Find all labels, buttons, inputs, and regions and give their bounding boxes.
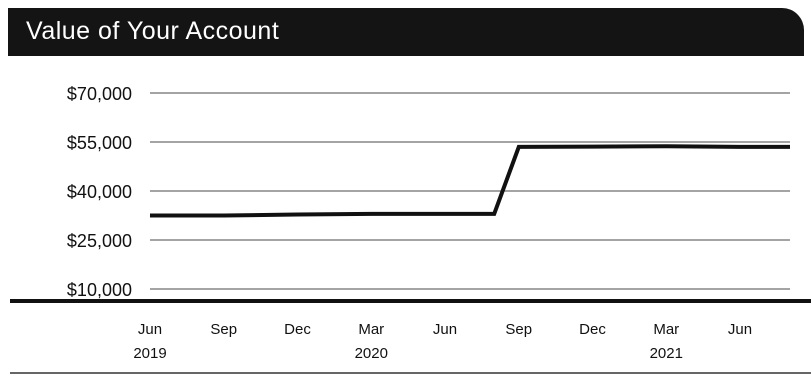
x-tick-year-label: 2020 — [355, 345, 388, 362]
x-tick-label: Sep — [210, 321, 237, 338]
grid-lines — [150, 92, 790, 290]
y-axis: $70,000 $55,000 $40,000 $25,000 $10,000 — [67, 84, 132, 300]
x-tick-label: Dec — [579, 321, 606, 338]
chart-title-bar: Value of Your Account — [8, 8, 804, 56]
x-tick-label: Mar — [358, 321, 384, 338]
x-tick-label: Mar — [653, 321, 679, 338]
x-tick-label: Jun — [728, 321, 752, 338]
chart-title: Value of Your Account — [26, 17, 280, 45]
x-axis: Jun 2019 Sep Dec Mar 2020 Jun Sep Dec Mar 2021 Jun — [10, 299, 811, 374]
y-tick-label: $70,000 — [67, 84, 132, 104]
x-tick-label: Dec — [284, 321, 311, 338]
x-tick-label: Jun — [138, 321, 162, 338]
series-line — [150, 144, 790, 218]
x-tick-label: Jun — [433, 321, 457, 338]
x-tick-label: Sep — [505, 321, 532, 338]
y-tick-label: $40,000 — [67, 182, 132, 202]
x-tick-year-label: 2019 — [133, 345, 166, 362]
y-tick-label: $25,000 — [67, 231, 132, 251]
y-tick-label: $55,000 — [67, 133, 132, 153]
y-tick-label: $10,000 — [67, 280, 132, 300]
series-group — [150, 144, 790, 218]
x-tick-year-label: 2021 — [650, 345, 683, 362]
